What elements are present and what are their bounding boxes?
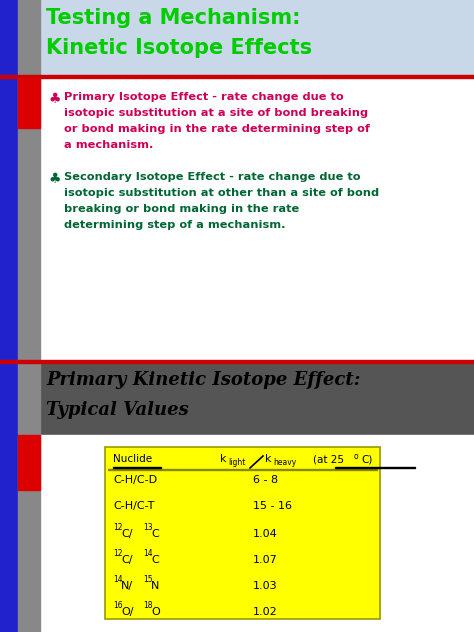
Bar (0, 363, 18, 435)
Text: heavy: heavy (273, 458, 296, 467)
Text: 1.02: 1.02 (253, 607, 278, 617)
Text: C-H/C-T: C-H/C-T (113, 501, 155, 511)
Text: Nuclide: Nuclide (113, 454, 152, 464)
Text: 12: 12 (113, 549, 122, 558)
Text: breaking or bond making in the rate: breaking or bond making in the rate (64, 204, 299, 214)
Text: 15 - 16: 15 - 16 (253, 501, 292, 511)
Text: o: o (354, 452, 359, 461)
Bar (0, 363, 474, 435)
Text: C: C (151, 529, 159, 539)
Text: 14: 14 (113, 575, 123, 584)
Bar (18, 78, 40, 363)
Text: k: k (265, 454, 272, 464)
Text: C: C (151, 555, 159, 565)
Text: or bond making in the rate determining step of: or bond making in the rate determining s… (64, 124, 370, 134)
Text: 15: 15 (143, 575, 153, 584)
Text: C-H/C-D: C-H/C-D (113, 475, 157, 485)
Text: Primary Kinetic Isotope Effect:: Primary Kinetic Isotope Effect: (46, 371, 360, 389)
Bar (108, 469, 377, 470)
Text: 1.07: 1.07 (253, 555, 278, 565)
Bar (0, 360, 474, 363)
Text: Testing a Mechanism:: Testing a Mechanism: (46, 8, 301, 28)
Bar (18, 0, 40, 78)
Text: determining step of a mechanism.: determining step of a mechanism. (64, 220, 285, 230)
Bar (105, 447, 380, 619)
Text: Primary Isotope Effect - rate change due to: Primary Isotope Effect - rate change due… (64, 92, 344, 102)
Text: C/: C/ (121, 555, 133, 565)
Text: Typical Values: Typical Values (46, 401, 189, 419)
Bar (18, 78, 40, 128)
Bar (0, 78, 18, 363)
Bar (0, 0, 18, 78)
Bar (0, 78, 474, 363)
Bar (18, 435, 40, 490)
Text: N/: N/ (121, 581, 133, 591)
Text: N: N (151, 581, 159, 591)
Text: O/: O/ (121, 607, 134, 617)
Bar (0, 435, 474, 632)
Text: C/: C/ (121, 529, 133, 539)
Bar (18, 435, 40, 632)
Text: light: light (228, 458, 246, 467)
Text: Kinetic Isotope Effects: Kinetic Isotope Effects (46, 38, 312, 58)
Text: 1.04: 1.04 (253, 529, 278, 539)
Text: a mechanism.: a mechanism. (64, 140, 154, 150)
Text: (at 25: (at 25 (313, 454, 344, 464)
Text: ♣: ♣ (48, 172, 61, 186)
Text: 12: 12 (113, 523, 122, 532)
Text: isotopic substitution at other than a site of bond: isotopic substitution at other than a si… (64, 188, 379, 198)
Bar (113, 467, 161, 468)
Text: 1.03: 1.03 (253, 581, 278, 591)
Text: O: O (151, 607, 160, 617)
Text: ♣: ♣ (48, 92, 61, 106)
Bar (335, 467, 415, 468)
Bar (18, 363, 40, 435)
Text: 14: 14 (143, 549, 153, 558)
Bar (0, 0, 474, 78)
Text: k: k (220, 454, 227, 464)
Text: 16: 16 (113, 601, 123, 610)
Bar (0, 435, 18, 632)
Text: C): C) (361, 454, 373, 464)
Text: 13: 13 (143, 523, 153, 532)
Text: 18: 18 (143, 601, 153, 610)
Text: Secondary Isotope Effect - rate change due to: Secondary Isotope Effect - rate change d… (64, 172, 361, 182)
Text: 6 - 8: 6 - 8 (253, 475, 278, 485)
Text: isotopic substitution at a site of bond breaking: isotopic substitution at a site of bond … (64, 108, 368, 118)
Bar (0, 75, 474, 78)
